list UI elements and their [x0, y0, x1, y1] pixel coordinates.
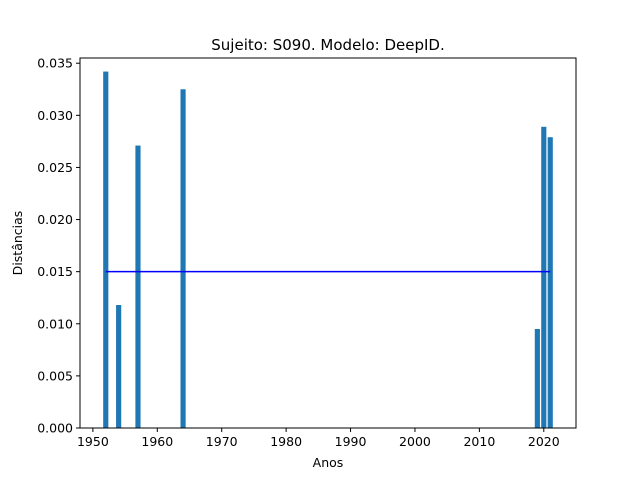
y-tick-label: 0.000	[37, 421, 73, 436]
x-tick-label: 2020	[528, 434, 560, 449]
chart-title: Sujeito: S090. Modelo: DeepID.	[211, 36, 444, 54]
x-tick-label: 1970	[206, 434, 238, 449]
bar-2020	[541, 126, 547, 429]
x-tick-label: 1990	[335, 434, 367, 449]
x-tick-label: 1980	[270, 434, 302, 449]
bar-1964	[180, 89, 186, 428]
y-tick-label: 0.005	[37, 368, 73, 383]
y-tick-label: 0.015	[37, 264, 73, 279]
y-tick-label: 0.030	[37, 108, 73, 123]
bar-1957	[135, 145, 141, 428]
y-axis-label: Distâncias	[10, 211, 25, 276]
y-tick-label: 0.010	[37, 316, 73, 331]
x-tick-label: 2000	[399, 434, 431, 449]
y-tick-label: 0.025	[37, 160, 73, 175]
y-tick-label: 0.020	[37, 212, 73, 227]
x-axis-label: Anos	[313, 455, 344, 470]
y-axis-ticks: 0.000 0.005 0.010 0.015 0.020 0.025 0.030 0.035	[37, 56, 80, 436]
bar-2021	[547, 137, 553, 428]
y-tick-label: 0.035	[37, 56, 73, 71]
bar-1954	[116, 305, 122, 428]
x-tick-label: 1960	[141, 434, 173, 449]
bar-1952	[103, 71, 109, 429]
plot-frame	[79, 57, 577, 429]
x-tick-label: 1950	[77, 434, 109, 449]
x-axis-ticks: 1950 1960 1970 1980 1990 2000 2010 2020	[77, 428, 560, 449]
x-tick-label: 2010	[463, 434, 495, 449]
bars-group	[103, 71, 553, 429]
bar-2019	[534, 328, 540, 428]
